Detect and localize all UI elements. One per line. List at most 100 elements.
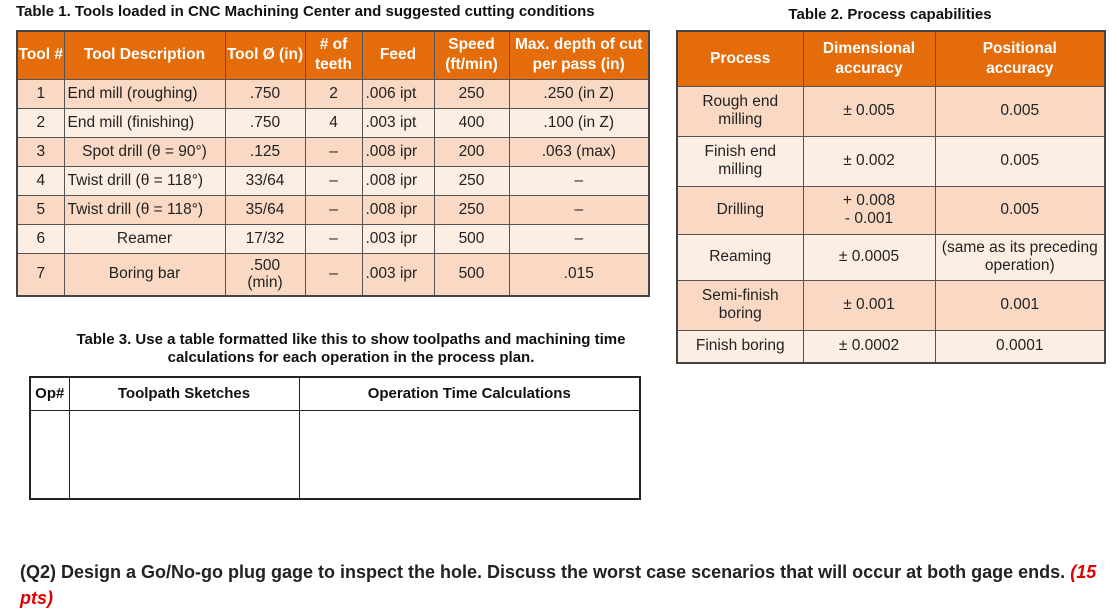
process-name: Finish boring <box>676 329 804 364</box>
header-toolpath-sketches: Toolpath Sketches <box>68 376 300 411</box>
header-process: Process <box>676 30 804 87</box>
tool-teeth: – <box>304 136 363 167</box>
tool-teeth: – <box>304 252 363 297</box>
toolpath-header-row: Op# Toolpath Sketches Operation Time Cal… <box>29 376 641 411</box>
tool-teeth: – <box>304 223 363 254</box>
tool-feed: .003 ipr <box>361 223 435 254</box>
header-speed: Speed (ft/min) <box>433 30 510 80</box>
tool-number: 5 <box>16 194 65 225</box>
tool-max-depth: .015 <box>508 252 650 297</box>
header-operation-time: Operation Time Calculations <box>298 376 641 411</box>
dimensional-accuracy: ± 0.001 <box>802 279 936 331</box>
tool-speed: 400 <box>433 107 510 138</box>
process-name: Reaming <box>676 233 804 281</box>
tool-speed: 250 <box>433 165 510 196</box>
dimensional-accuracy: + 0.008 - 0.001 <box>802 185 936 235</box>
header-dimensional-accuracy: Dimensional accuracy <box>802 30 936 87</box>
table2-caption: Table 2. Process capabilities <box>788 6 992 23</box>
tool-feed: .008 ipr <box>361 136 435 167</box>
tool-teeth: 4 <box>304 107 363 138</box>
header-feed: Feed <box>361 30 435 80</box>
tool-description: Spot drill (θ = 90°) <box>63 136 226 167</box>
tools-table: Tool # Tool Description Tool Ø (in) # of… <box>16 30 650 297</box>
tool-number: 4 <box>16 165 65 196</box>
table3-caption: Table 3. Use a table formatted like this… <box>76 331 626 366</box>
positional-accuracy: 0.001 <box>934 279 1106 331</box>
process-name: Semi-finish boring <box>676 279 804 331</box>
tool-number: 7 <box>16 252 65 297</box>
tool-teeth: – <box>304 194 363 225</box>
table-row <box>29 409 641 500</box>
tool-number: 6 <box>16 223 65 254</box>
question-text: (Q2) Design a Go/No-go plug gage to insp… <box>20 562 1066 582</box>
table-row: 4 Twist drill (θ = 118°) 33/64 – .008 ip… <box>16 165 650 196</box>
table-row: Drilling + 0.008 - 0.001 0.005 <box>676 185 1106 235</box>
positional-accuracy: 0.005 <box>934 135 1106 187</box>
tool-feed: .006 ipt <box>361 78 435 109</box>
process-name: Finish end milling <box>676 135 804 187</box>
tool-speed: 500 <box>433 252 510 297</box>
table1-caption: Table 1. Tools loaded in CNC Machining C… <box>16 3 595 20</box>
tool-description: Reamer <box>63 223 226 254</box>
tool-feed: .003 ipr <box>361 252 435 297</box>
tool-speed: 250 <box>433 194 510 225</box>
table-row: Finish end milling ± 0.002 0.005 <box>676 135 1106 187</box>
dimensional-accuracy: ± 0.0005 <box>802 233 936 281</box>
header-positional-accuracy: Positional accuracy <box>934 30 1106 87</box>
positional-accuracy: (same as its preceding operation) <box>934 233 1106 281</box>
header-max-depth: Max. depth of cut per pass (in) <box>508 30 650 80</box>
process-capabilities-table: Process Dimensional accuracy Positional … <box>676 30 1106 364</box>
tool-teeth: – <box>304 165 363 196</box>
table-row: 3 Spot drill (θ = 90°) .125 – .008 ipr 2… <box>16 136 650 167</box>
tool-description: End mill (finishing) <box>63 107 226 138</box>
tool-max-depth: – <box>508 165 650 196</box>
table-row: 1 End mill (roughing) .750 2 .006 ipt 25… <box>16 78 650 109</box>
tool-diameter: 33/64 <box>224 165 306 196</box>
question-points: (15 pts) <box>20 562 1097 608</box>
toolpath-sketch-cell[interactable] <box>68 409 300 500</box>
positional-accuracy: 0.005 <box>934 85 1106 137</box>
tool-speed: 200 <box>433 136 510 167</box>
dimensional-accuracy: ± 0.005 <box>802 85 936 137</box>
op-number-cell[interactable] <box>29 409 70 500</box>
positional-accuracy: 0.005 <box>934 185 1106 235</box>
tool-diameter: .750 <box>224 78 306 109</box>
table-row: Semi-finish boring ± 0.001 0.001 <box>676 279 1106 331</box>
tools-header-row: Tool # Tool Description Tool Ø (in) # of… <box>16 30 650 80</box>
tool-description: Twist drill (θ = 118°) <box>63 194 226 225</box>
table-row: Reaming ± 0.0005 (same as its preceding … <box>676 233 1106 281</box>
tool-max-depth: – <box>508 194 650 225</box>
tool-diameter: .125 <box>224 136 306 167</box>
tool-diameter: .750 <box>224 107 306 138</box>
tool-diameter: 17/32 <box>224 223 306 254</box>
tool-number: 1 <box>16 78 65 109</box>
tool-description: Boring bar <box>63 252 226 297</box>
tool-feed: .003 ipt <box>361 107 435 138</box>
tool-diameter: 35/64 <box>224 194 306 225</box>
dimensional-accuracy: ± 0.002 <box>802 135 936 187</box>
table-row: 5 Twist drill (θ = 118°) 35/64 – .008 ip… <box>16 194 650 225</box>
process-name: Rough end milling <box>676 85 804 137</box>
question-q2: (Q2) Design a Go/No-go plug gage to insp… <box>20 559 1112 611</box>
table-row: 6 Reamer 17/32 – .003 ipr 500 – <box>16 223 650 254</box>
tool-max-depth: .100 (in Z) <box>508 107 650 138</box>
tool-feed: .008 ipr <box>361 194 435 225</box>
tool-number: 3 <box>16 136 65 167</box>
header-tool-diameter: Tool Ø (in) <box>224 30 306 80</box>
header-op-number: Op# <box>29 376 70 411</box>
tool-speed: 250 <box>433 78 510 109</box>
tool-diameter: .500 (min) <box>224 252 306 297</box>
table-row: 7 Boring bar .500 (min) – .003 ipr 500 .… <box>16 252 650 297</box>
tool-speed: 500 <box>433 223 510 254</box>
tool-description: End mill (roughing) <box>63 78 226 109</box>
header-tool-description: Tool Description <box>63 30 226 80</box>
operation-time-cell[interactable] <box>298 409 641 500</box>
process-header-row: Process Dimensional accuracy Positional … <box>676 30 1106 87</box>
toolpath-table: Op# Toolpath Sketches Operation Time Cal… <box>29 376 641 500</box>
dimensional-accuracy: ± 0.0002 <box>802 329 936 364</box>
tool-number: 2 <box>16 107 65 138</box>
tool-description: Twist drill (θ = 118°) <box>63 165 226 196</box>
table-row: 2 End mill (finishing) .750 4 .003 ipt 4… <box>16 107 650 138</box>
header-tool-number: Tool # <box>16 30 65 80</box>
tool-feed: .008 ipr <box>361 165 435 196</box>
